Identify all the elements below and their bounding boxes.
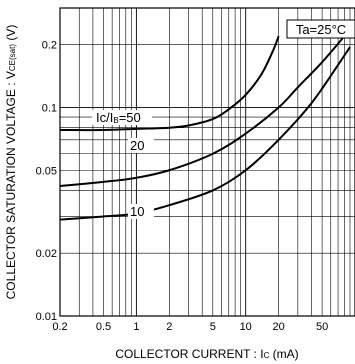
x-tick-label-2: 1 <box>133 321 139 333</box>
temperature-label: Ta=25°C <box>296 22 346 37</box>
temperature-annotation: Ta=25°C <box>286 19 355 39</box>
x-tick-label-0: 0.2 <box>52 321 67 333</box>
x-tick-label-6: 20 <box>272 321 284 333</box>
x-tick-label-1: 0.5 <box>96 321 111 333</box>
series-layer <box>59 35 351 221</box>
y-tick-label-2: 0.05 <box>36 165 57 177</box>
x-axis-title: COLLECTOR CURRENT : IC (mA) <box>115 347 298 361</box>
x-tick-label-4: 5 <box>210 321 216 333</box>
series-label-20: 20 <box>130 138 144 153</box>
series-label-50: Ic/IB=50 <box>96 110 141 125</box>
x-tick-label-5: 10 <box>240 321 252 333</box>
plot-frame <box>59 7 355 317</box>
x-tick-label-3: 2 <box>166 321 172 333</box>
grid-layer <box>59 7 355 317</box>
x-tick-label-7: 50 <box>316 321 328 333</box>
y-tick-label-1: 0.02 <box>36 248 57 260</box>
y-axis-title: COLLECTOR SATURATION VOLTAGE : VCE(sat) … <box>4 25 18 300</box>
y-tick-label-4: 0.2 <box>42 40 57 52</box>
series-labels: Ic/IB=50 20 10 <box>92 110 154 219</box>
series-line-2 <box>59 46 351 221</box>
y-tick-label-0: 0.01 <box>36 311 57 323</box>
ticks-layer: 0.2 0.5 1 2 5 10 20 50 0.01 0.02 0.05 0.1 0.2 <box>36 40 329 333</box>
series-label-10: 10 <box>130 204 144 219</box>
series-line-1 <box>59 35 346 188</box>
series-line-0 <box>59 35 280 132</box>
y-tick-label-3: 0.1 <box>42 102 57 114</box>
